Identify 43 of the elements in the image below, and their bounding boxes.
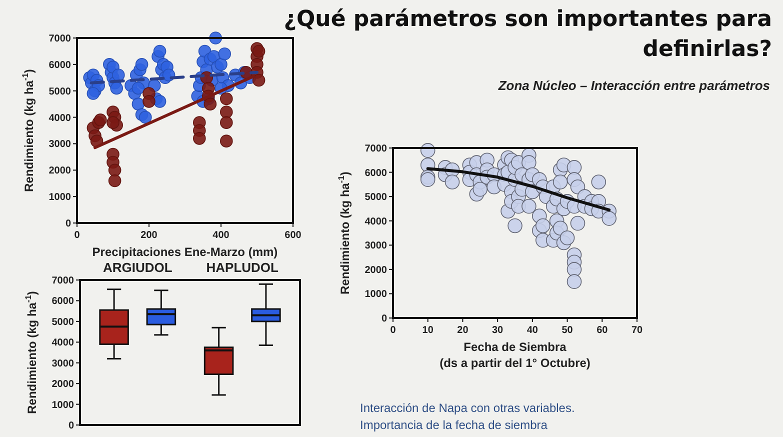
y-tick-label: 3000 — [48, 139, 72, 150]
y-tick-label: 7000 — [48, 34, 72, 44]
x-axis-title: Fecha de Siembra (ds a partir del 1° Octubre) — [440, 340, 590, 370]
x-tick-label: 60 — [596, 325, 608, 336]
y-tick-label: 3000 — [364, 240, 388, 252]
y-tick-label: 5000 — [48, 86, 72, 98]
y-tick-label: 5000 — [52, 316, 74, 328]
chart-subtitle: Zona Núcleo – Interacción entre parámetros — [497, 78, 770, 93]
chart-title: ¿Qué parámetros son importantes para definirlas? — [284, 7, 772, 62]
x-tick-label: 0 — [390, 325, 396, 336]
y-tick-label: 7000 — [52, 276, 74, 286]
y-tick-label: 4000 — [364, 216, 388, 228]
x-tick-label: HAPLUDOL — [206, 260, 279, 275]
x-tick-label: ARGIUDOL — [102, 260, 172, 275]
y-tick-label: 7000 — [364, 144, 388, 154]
y-tick-label: 2000 — [48, 166, 72, 177]
y-tick-label: 4000 — [48, 112, 72, 124]
y-tick-label: 3000 — [52, 358, 74, 370]
x-tick-label: 400 — [212, 230, 230, 241]
x-tick-label: 600 — [284, 230, 302, 241]
text: Importancia de la fecha de siembra — [360, 418, 548, 432]
x-tick-label: 200 — [140, 230, 158, 241]
x-axis-title: Precipitaciones Ene-Marzo (mm) — [92, 245, 278, 259]
y-tick-label: 1000 — [48, 192, 72, 204]
y-tick-label: 2000 — [364, 264, 388, 276]
y-tick-label: 0 — [65, 218, 72, 230]
y-tick-label: 5000 — [364, 192, 388, 204]
x-tick-label: 50 — [562, 325, 574, 336]
x-tick-label: 20 — [457, 325, 469, 336]
y-tick-label: 1000 — [52, 400, 74, 411]
y-tick-label: 4000 — [52, 338, 74, 349]
y-tick-label: 0 — [381, 314, 388, 324]
y-tick-label: 1000 — [364, 289, 388, 300]
y-tick-label: 6000 — [48, 60, 72, 71]
x-tick-label: 30 — [492, 325, 504, 336]
x-tick-label: 70 — [631, 325, 643, 336]
text: Interacción de Napa con otras variables. — [360, 401, 575, 415]
x-tick-label: 10 — [422, 325, 434, 336]
y-tick-label: 2000 — [52, 379, 74, 390]
y-tick-label: 6000 — [364, 168, 388, 179]
y-tick-label: 0 — [68, 420, 74, 432]
y-tick-label: 6000 — [52, 296, 74, 308]
x-tick-label: 40 — [526, 325, 538, 336]
